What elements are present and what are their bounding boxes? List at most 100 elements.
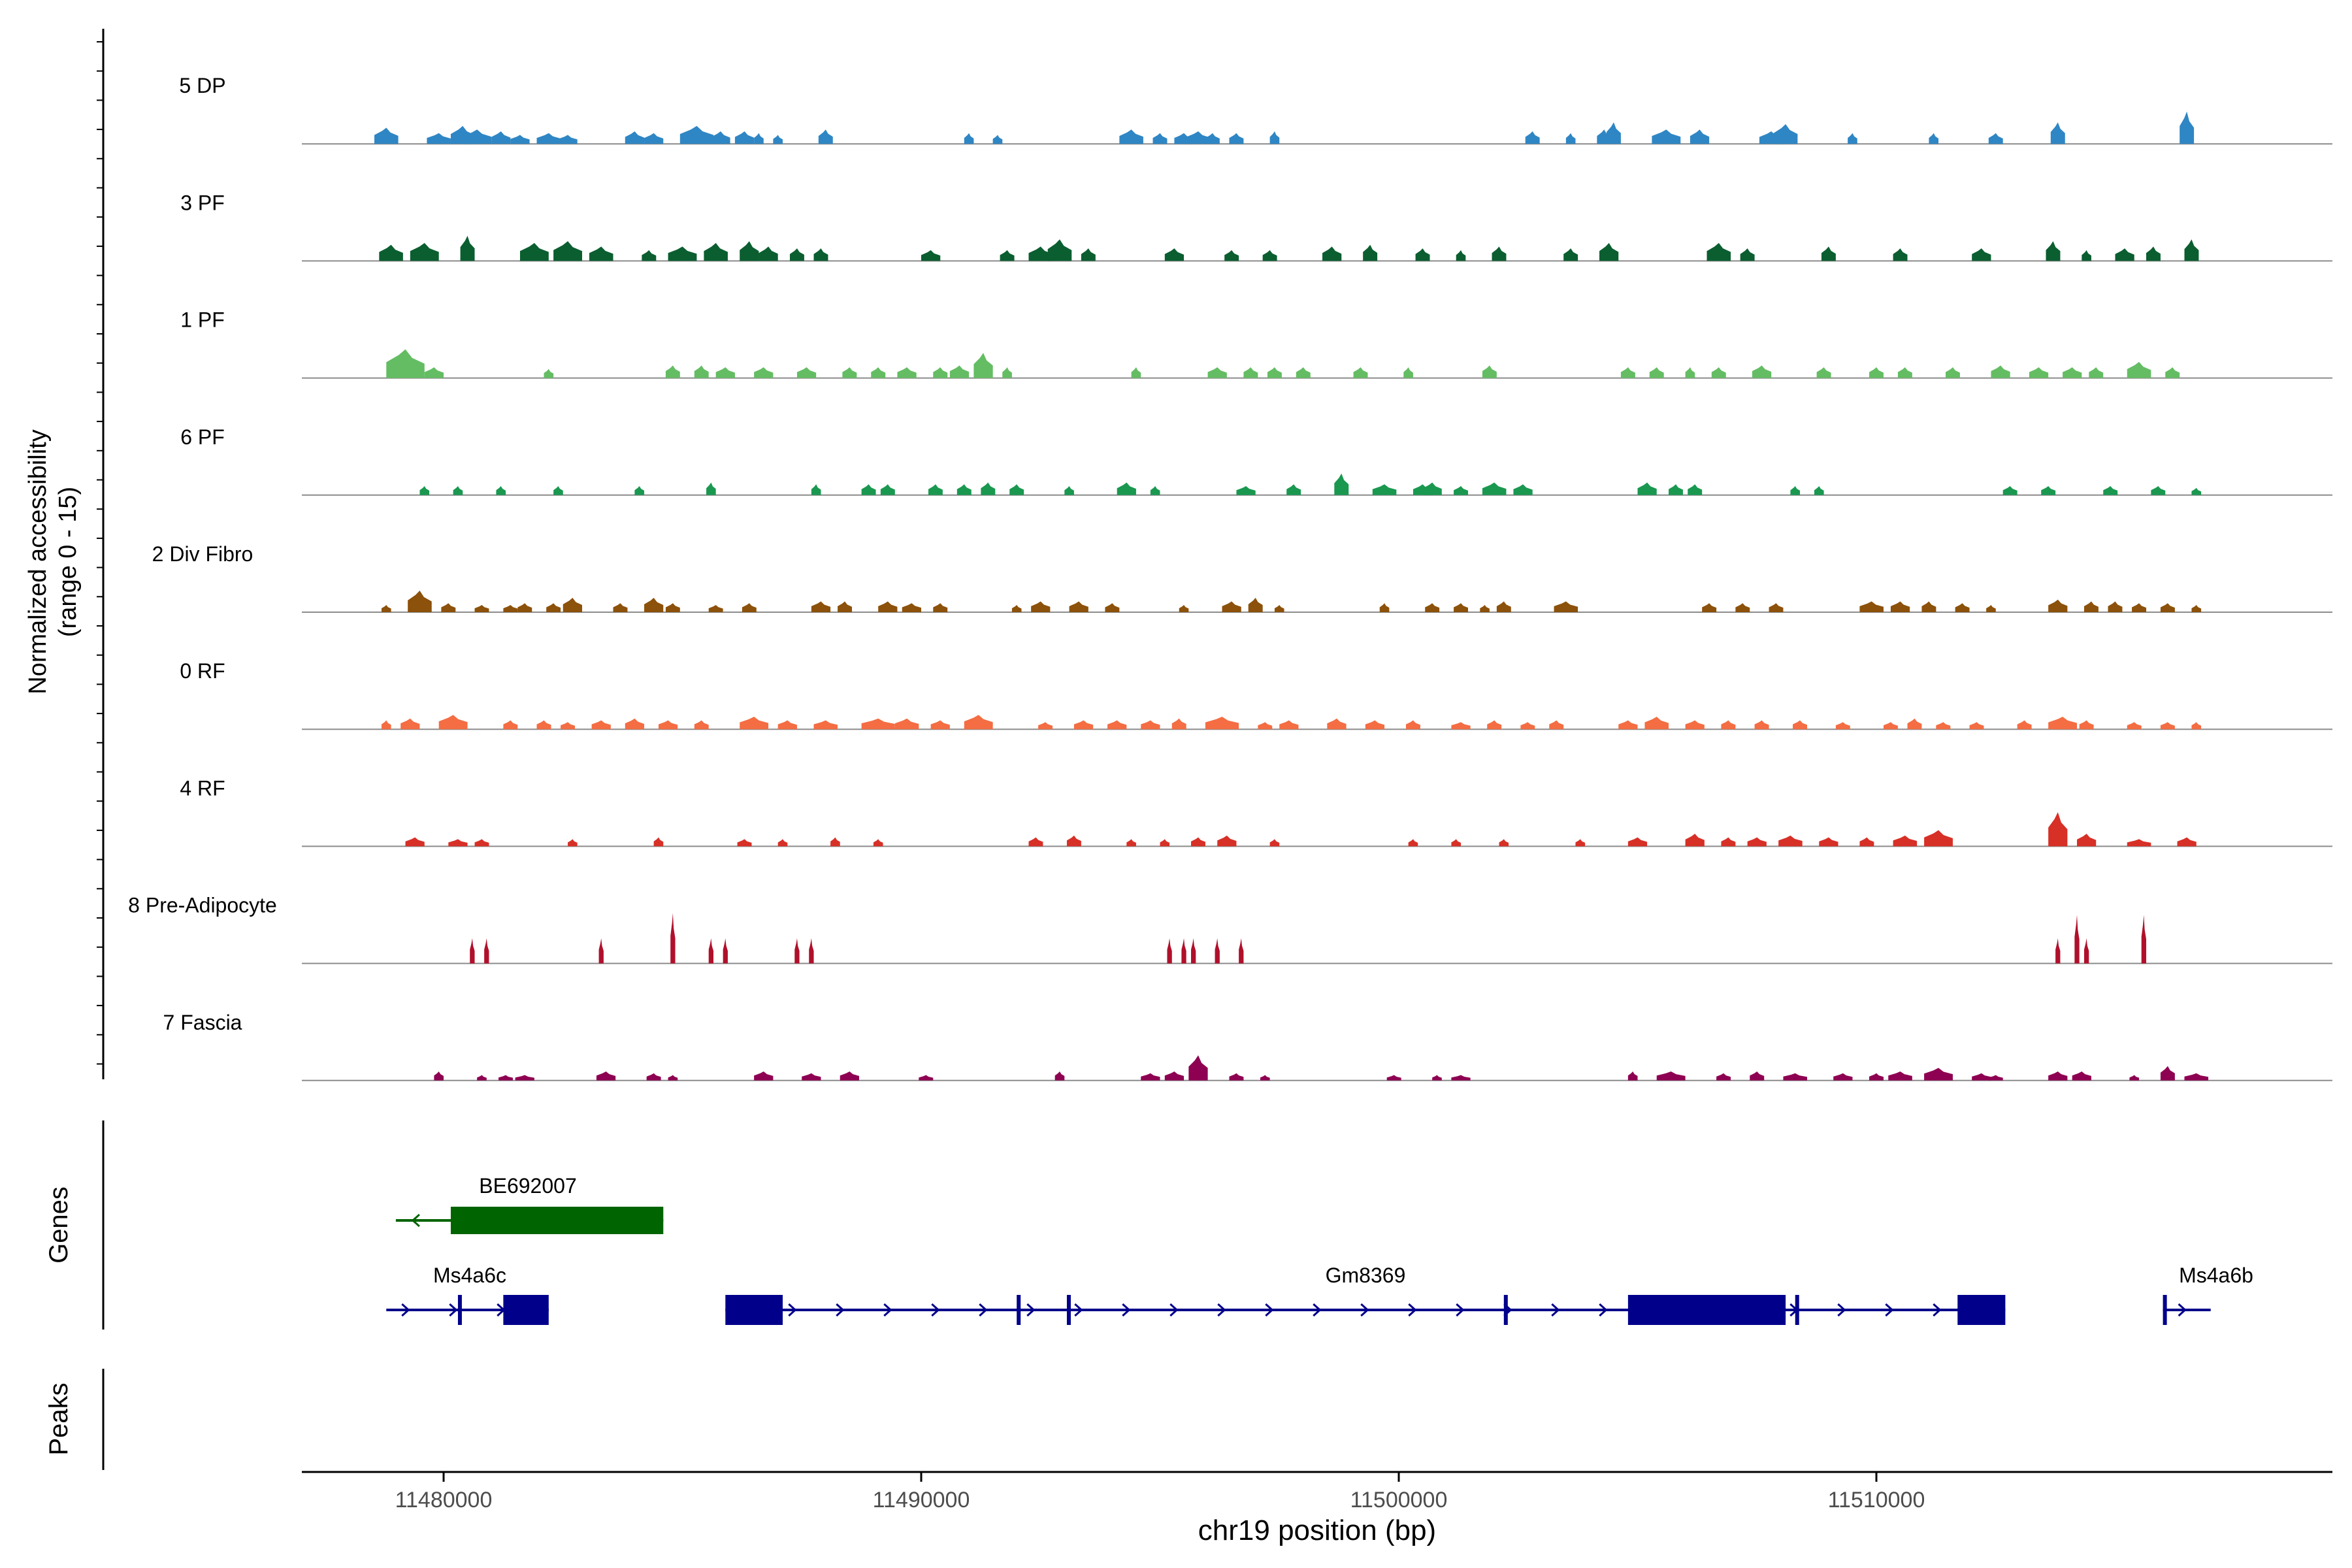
coverage-peak (2103, 486, 2118, 495)
coverage-peak (777, 720, 797, 730)
x-tick-label: 11480000 (395, 1488, 493, 1512)
coverage-peak (1222, 601, 1241, 612)
coverage-peak (964, 715, 993, 730)
coverage-peak (740, 241, 759, 261)
coverage-peak (438, 715, 468, 730)
coverage-peak (1028, 246, 1053, 261)
coverage-peak (1859, 837, 1874, 847)
coverage-peak (1487, 720, 1502, 730)
coverage-peak (1456, 250, 1466, 261)
coverage-peak (2160, 722, 2175, 730)
coverage-peak (1606, 122, 1621, 144)
coverage-peak (956, 484, 972, 495)
track-8-pre-adipocyte: 8 Pre-Adipocyte (128, 894, 2332, 964)
coverage-peak (1186, 131, 1211, 144)
exon (1066, 1295, 1071, 1325)
coverage-peak (1403, 367, 1413, 378)
coverage-peak (596, 1071, 616, 1081)
coverage-peak (723, 938, 728, 964)
coverage-peak (1248, 598, 1263, 612)
coverage-peak (964, 133, 974, 144)
coverage-peak (930, 720, 950, 730)
coverage-peak (1816, 367, 1831, 378)
coverage-peak (1179, 605, 1189, 612)
coverage-peak (919, 1075, 934, 1081)
coverage-peak (441, 603, 456, 612)
coverage-peak (1669, 484, 1683, 495)
track-6-pf: 6 PF (180, 425, 2332, 496)
coverage-peak (838, 601, 853, 612)
coverage-peak (553, 241, 582, 261)
coverage-peak (1492, 246, 1507, 261)
coverage-peak (1422, 482, 1442, 495)
coverage-peak (1107, 720, 1127, 730)
coverage-peak (1520, 722, 1535, 730)
coverage-peak (1575, 839, 1586, 847)
coverage-peak (2108, 601, 2123, 612)
strand-chevron (883, 1303, 892, 1317)
coverage-peak (902, 603, 921, 612)
strand-chevron (931, 1303, 940, 1317)
coverage-peak (1525, 131, 1540, 144)
coverage-peak (498, 1075, 513, 1081)
coverage-peak (1432, 1075, 1442, 1081)
exon (1795, 1295, 1799, 1325)
coverage-peak (2048, 812, 2068, 847)
coverage-peak (1972, 248, 1991, 261)
coverage-peak (737, 839, 752, 847)
coverage-peak (1945, 367, 1960, 378)
coverage-peak (2177, 837, 2197, 847)
coverage-peak (754, 367, 774, 378)
coverage-peak (1260, 1075, 1270, 1081)
coverage-peak (1011, 605, 1022, 612)
track-label: 7 Fascia (163, 1011, 242, 1034)
exon (1957, 1295, 2006, 1325)
coverage-peak (591, 720, 611, 730)
strand-chevron (1551, 1303, 1560, 1317)
track-7-fascia: 7 Fascia (163, 1011, 2332, 1081)
coverage-peak (777, 839, 788, 847)
coverage-peak (665, 365, 680, 378)
coverage-peak (1652, 129, 1681, 144)
track-1-pf: 1 PF (180, 308, 2332, 379)
coverage-peak (1236, 486, 1256, 495)
coverage-peak (933, 367, 948, 378)
gene-ms4a6b: Ms4a6b (2163, 1264, 2253, 1325)
coverage-peak (992, 135, 1003, 144)
exon (1503, 1295, 1508, 1325)
coverage-peak (1888, 1071, 1912, 1081)
coverage-peak (424, 367, 444, 378)
strand-chevron (449, 1303, 458, 1317)
coverage-peak (861, 484, 876, 495)
coverage-peak (1229, 133, 1244, 144)
coverage-peak (1599, 242, 1619, 261)
x-tick-label: 11510000 (1828, 1488, 1925, 1512)
coverage-peak (1047, 239, 1072, 261)
coverage-peak (830, 837, 840, 847)
coverage-peak (1215, 938, 1220, 964)
coverage-peak (949, 365, 970, 378)
coverage-peak (1224, 250, 1239, 261)
track-5-dp: 5 DP (179, 74, 2332, 145)
coverage-peak (1924, 830, 1953, 847)
coverage-peak (1685, 367, 1695, 378)
genes-panel-label: Genes (44, 1186, 73, 1264)
coverage-peak (1563, 248, 1578, 261)
coverage-peak (1513, 484, 1533, 495)
coverage-peak (1117, 482, 1136, 495)
coverage-peak (1688, 484, 1703, 495)
coverage-peak (1119, 129, 1143, 144)
coverage-peak (381, 605, 391, 612)
coverage-peak (2083, 938, 2089, 964)
coverage-peak (1955, 603, 1970, 612)
coverage-peak (2127, 839, 2151, 847)
track-3-pf: 3 PF (180, 191, 2332, 262)
coverage-peak (410, 242, 439, 261)
coverage-peak (434, 1071, 444, 1081)
coverage-peak (2017, 720, 2032, 730)
coverage-peak (1752, 365, 1772, 378)
coverage-peak (553, 486, 563, 495)
coverage-peak (759, 246, 778, 261)
coverage-peak (2191, 722, 2202, 730)
coverage-peak (1152, 133, 1168, 144)
